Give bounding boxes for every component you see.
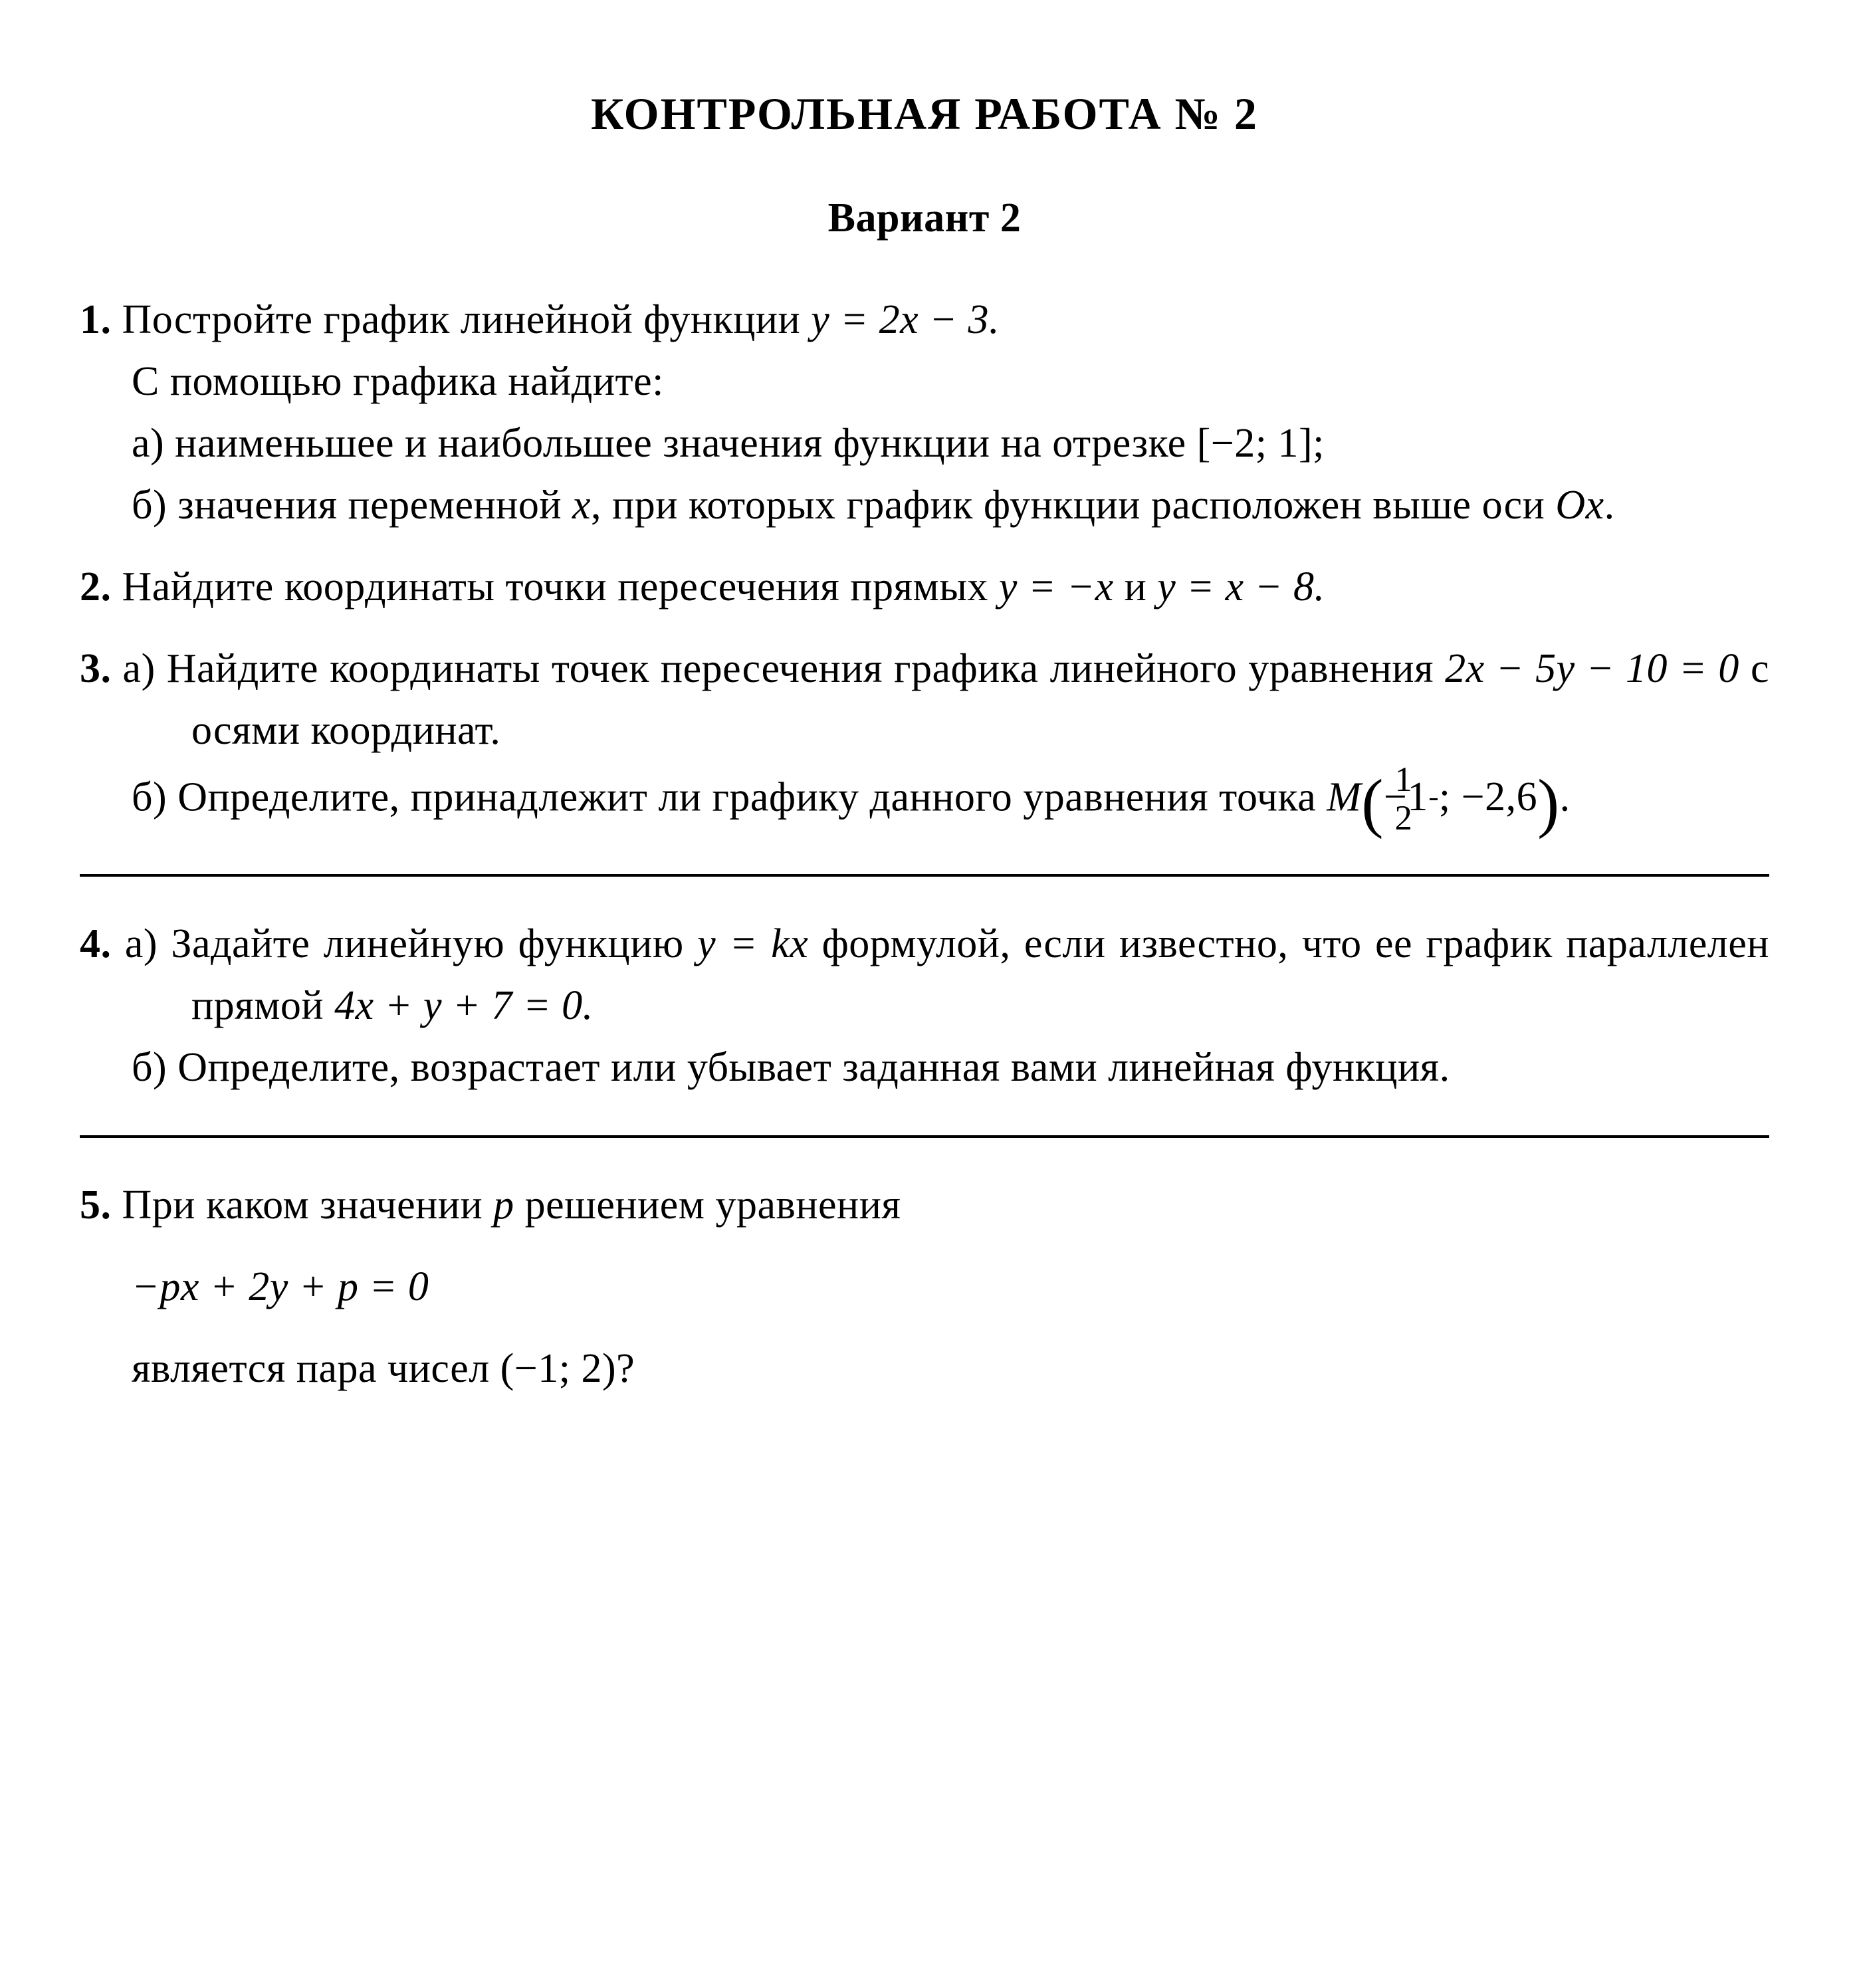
subitem-label: б): [132, 483, 167, 528]
variable: p: [493, 1182, 514, 1228]
problem-1: 1. Постройте график линейной функции y =…: [80, 289, 1769, 536]
variable: x: [572, 483, 591, 528]
document-page: КОНТРОЛЬНАЯ РАБОТА № 2 Вариант 2 1. Пост…: [0, 0, 1849, 1988]
equation: −px + 2y + p = 0: [80, 1256, 1769, 1318]
problem-text: является пара чисел (−1; 2)?: [80, 1338, 1769, 1400]
equation: y = 2x − 3.: [811, 297, 1000, 342]
subitem-text: Задайте линейную функцию y = kx формулой…: [171, 921, 1769, 1028]
subitem-label: а): [125, 921, 158, 966]
problem-number: 1.: [80, 297, 112, 342]
subitem-label: б): [132, 774, 167, 820]
document-subtitle: Вариант 2: [80, 187, 1769, 249]
problem-4: 4. а) Задайте линейную функцию y = kx фо…: [80, 913, 1769, 1099]
subitem-label: б): [132, 1045, 167, 1090]
equation: 2x − 5y − 10 = 0: [1445, 646, 1739, 691]
problem-2: 2. Найдите координаты точки пересечения …: [80, 556, 1769, 618]
problem-number: 2.: [80, 564, 112, 609]
divider: [80, 1135, 1769, 1138]
divider: [80, 874, 1769, 877]
point-label: M: [1327, 774, 1361, 820]
equation: 4x + y + 7 = 0.: [334, 983, 594, 1028]
document-title: КОНТРОЛЬНАЯ РАБОТА № 2: [80, 80, 1769, 148]
equation: y = x − 8.: [1157, 564, 1325, 609]
equation: y = kx: [697, 921, 808, 966]
point-value: (−112; −2,6): [1361, 774, 1559, 820]
problem-text: С помощью графика найдите:: [80, 351, 1769, 413]
problem-number: 4.: [80, 921, 112, 966]
subitem-text: значения переменной x, при которых графи…: [177, 483, 1614, 528]
subitem-text: Определите, принадлежит ли графику данно…: [177, 774, 1570, 820]
subitem-text: наименьшее и наибольшее значения функции…: [175, 421, 1325, 466]
fraction: 12: [1430, 762, 1438, 837]
problem-5: 5. При каком значении p решением уравнен…: [80, 1174, 1769, 1400]
problem-text: Постройте график линейной функции: [122, 297, 812, 342]
problem-number: 3.: [80, 646, 112, 691]
equation: y = −x: [999, 564, 1114, 609]
subitem-text: Определите, возрастает или убывает задан…: [177, 1045, 1450, 1090]
problem-number: 5.: [80, 1182, 112, 1228]
axis-label: Ox: [1555, 483, 1604, 528]
problem-text: Найдите координаты точки пересечения пря…: [122, 564, 1325, 609]
subitem-text: Найдите координаты точек пересечения гра…: [167, 646, 1769, 753]
subitem-label: а): [132, 421, 164, 466]
problem-3: 3. а) Найдите координаты точек пересечен…: [80, 638, 1769, 837]
subitem-label: а): [123, 646, 156, 691]
problem-text: При каком значении p решением уравнения: [122, 1182, 901, 1228]
